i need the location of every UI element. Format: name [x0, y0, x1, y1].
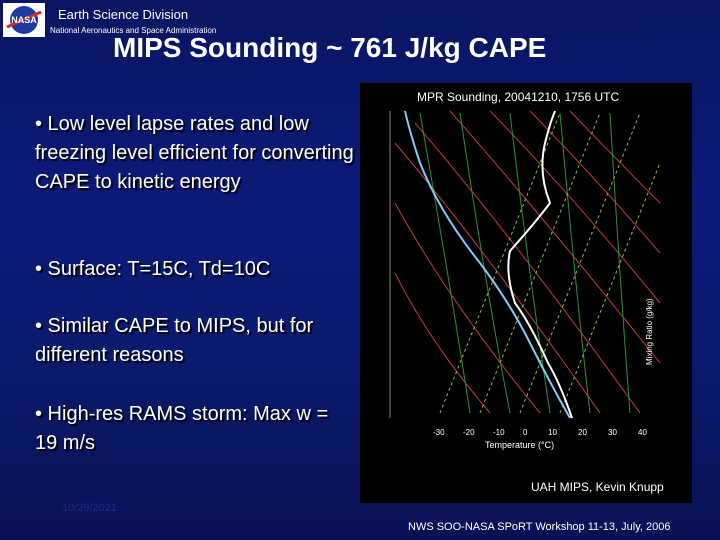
- temperature-axis-label: Temperature (°C): [485, 440, 555, 450]
- logo-text: NASA: [11, 15, 37, 25]
- footer-workshop: NWS SOO-NASA SPoRT Workshop 11-13, July,…: [408, 521, 671, 533]
- logo-swoosh: [6, 10, 42, 29]
- skew-t-diagram: -30 -20 -10 0 10 20 30 40: [389, 110, 661, 437]
- x-tick-label: -20: [463, 428, 475, 437]
- temperature-profile: [507, 110, 573, 419]
- x-tick-label: 0: [523, 428, 528, 437]
- dewpoint-profile: [404, 110, 571, 419]
- footer-date: 10/29/2021: [62, 502, 118, 514]
- x-tick-label: -10: [493, 428, 505, 437]
- sounding-title: MPR Sounding, 20041210, 1756 UTC: [417, 90, 620, 104]
- nasa-logo: NASA: [3, 3, 45, 37]
- mixing-ratio-axis-label: Mixing Ratio (g/kg): [645, 298, 654, 365]
- slide-title: MIPS Sounding ~ 761 J/kg CAPE: [113, 32, 547, 63]
- bullet-similar-cape: • Similar CAPE to MIPS, but for differen…: [35, 315, 314, 366]
- x-tick-label: 10: [548, 428, 557, 437]
- bullet-lapse-rates: • Low level lapse rates and low freezing…: [35, 113, 354, 193]
- division-name: Earth Science Division: [58, 7, 189, 22]
- x-tick-label: -30: [433, 428, 445, 437]
- dry-adiabats: [394, 110, 661, 414]
- mixing-ratio-lines: [439, 112, 661, 414]
- sounding-panel: -30 -20 -10 0 10 20 30 40: [360, 83, 692, 503]
- bullet-rams-storm: • High-res RAMS storm: Max w = 19 m/s: [35, 403, 329, 454]
- x-tick-label: 30: [608, 428, 617, 437]
- bullet-surface: • Surface: T=15C, Td=10C: [35, 258, 271, 280]
- x-tick-label: 40: [638, 428, 647, 437]
- image-credit: UAH MIPS, Kevin Knupp: [531, 480, 664, 494]
- x-tick-label: 20: [578, 428, 587, 437]
- moist-adiabats: [419, 112, 631, 414]
- agency-name: National Aeronautics and Space Administr…: [50, 26, 217, 35]
